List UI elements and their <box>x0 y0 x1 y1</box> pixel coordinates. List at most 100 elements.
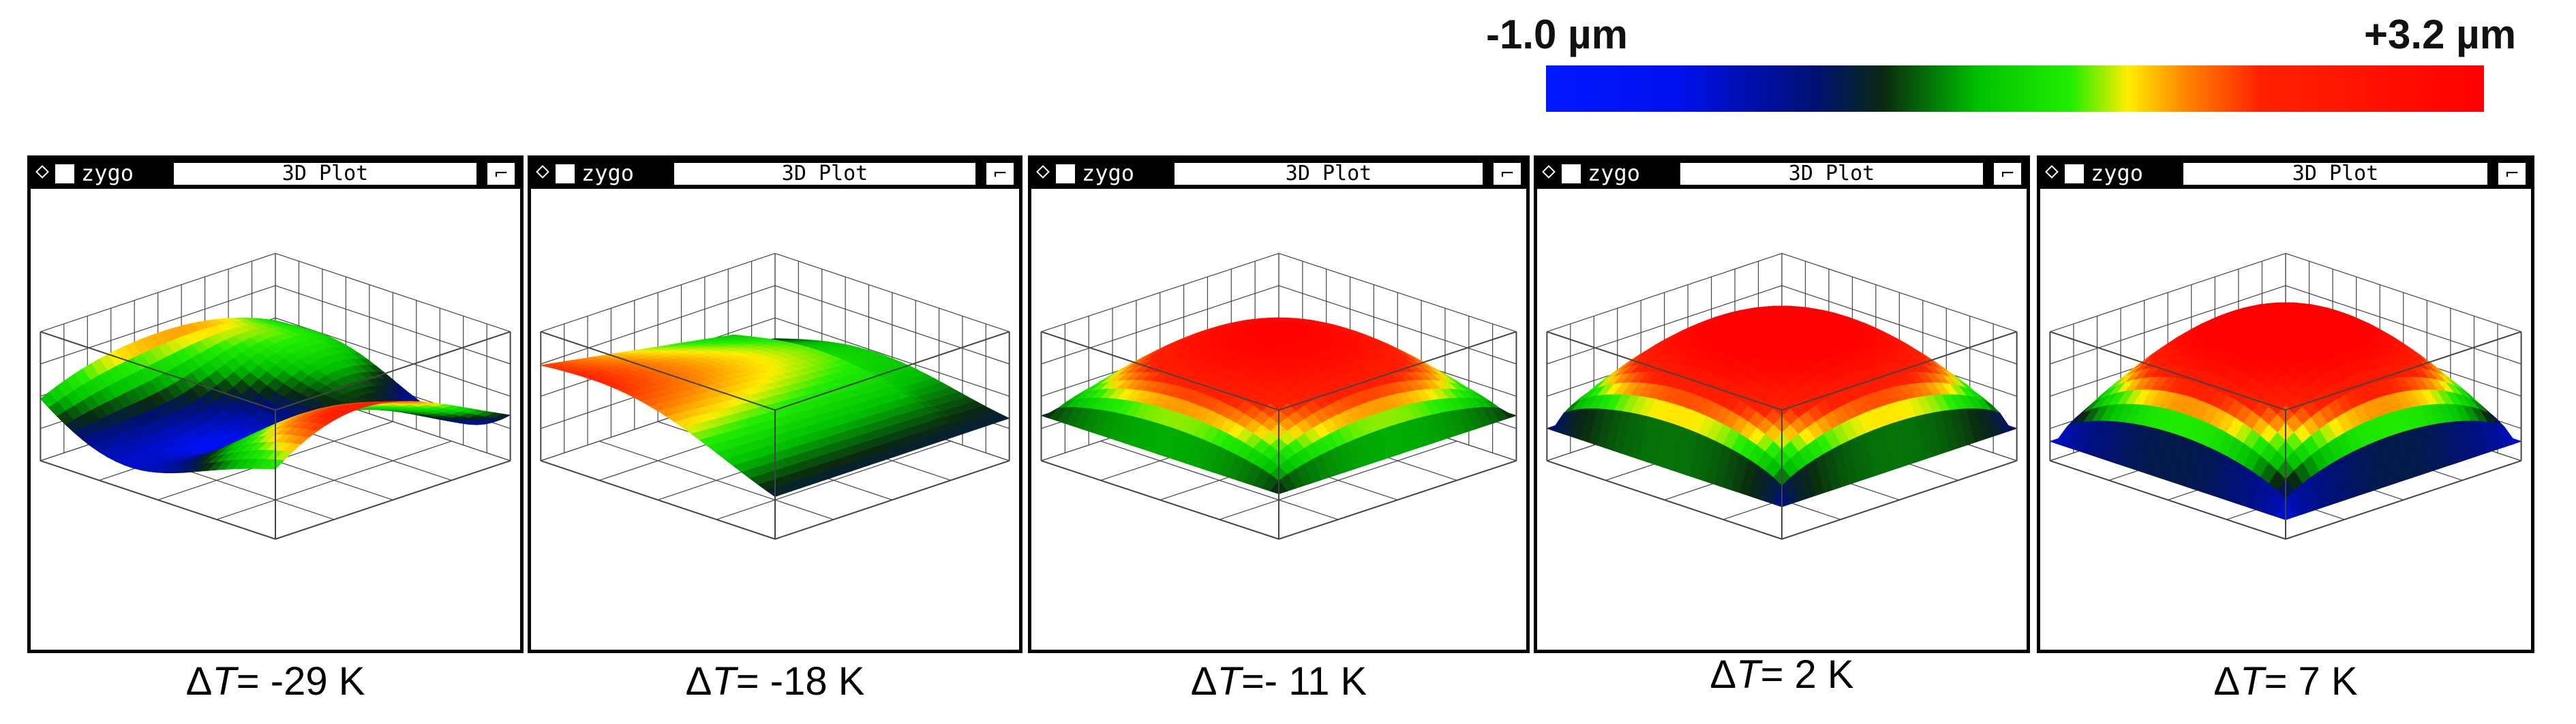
box-edge <box>2050 459 2286 540</box>
surface-plot-1 <box>40 253 511 540</box>
colorbar-min-label: -1.0 µm <box>1486 12 1628 57</box>
height-surface <box>1546 305 2018 507</box>
diamond-icon[interactable] <box>1036 165 1050 179</box>
box-edge <box>1278 459 1517 540</box>
temperature-variable: T <box>712 659 736 704</box>
box-edge <box>2285 459 2521 540</box>
back-wall-gridline <box>2285 285 2521 365</box>
back-wall-gridline <box>1781 285 2017 365</box>
box-edge <box>1278 331 1517 411</box>
floor-gridline <box>216 440 452 520</box>
window-title: 3D Plot <box>1175 163 1483 185</box>
box-edge <box>1547 459 1783 540</box>
pin-tool-icon[interactable]: ⌐ <box>1994 163 2021 185</box>
brand-label: zygo <box>81 160 134 186</box>
box-edge <box>40 331 276 411</box>
back-wall-gridline <box>774 253 1010 333</box>
pin-tool-icon[interactable]: ⌐ <box>2498 163 2526 185</box>
diamond-icon[interactable] <box>35 165 49 179</box>
delta-symbol: Δ <box>2213 659 2241 704</box>
box-edge <box>2050 331 2286 411</box>
back-wall-gridline <box>40 253 276 333</box>
plot-panel-1: zygo 3D Plot ⌐ <box>27 155 524 653</box>
diamond-icon[interactable] <box>2045 165 2059 179</box>
height-surface <box>2049 302 2522 520</box>
back-wall-gridline <box>275 253 511 333</box>
back-wall-gridline <box>2050 253 2286 333</box>
colorbar <box>1546 65 2484 112</box>
window-menu-button[interactable] <box>1056 164 1075 183</box>
pin-tool-icon[interactable]: ⌐ <box>986 163 1014 185</box>
delta-t-value: =- 11 K <box>1241 659 1367 704</box>
brand-label: zygo <box>2091 160 2144 186</box>
back-wall-gridline <box>541 253 776 333</box>
box-edge <box>541 459 776 540</box>
window-titlebar: zygo 3D Plot ⌐ <box>2040 159 2531 189</box>
back-wall-gridline <box>1278 253 1517 333</box>
back-wall-gridline <box>1547 285 1783 365</box>
floor-gridline <box>716 440 951 520</box>
window-title: 3D Plot <box>174 163 476 185</box>
back-wall-gridline <box>1041 285 1279 365</box>
caption-panel-2: ΔT= -18 K <box>528 659 1022 713</box>
diamond-icon[interactable] <box>536 165 549 179</box>
delta-t-value: = -29 K <box>236 659 365 704</box>
pin-tool-icon[interactable]: ⌐ <box>487 163 515 185</box>
plot-panel-3: zygo 3D Plot ⌐ <box>1028 155 1530 653</box>
window-title: 3D Plot <box>1680 163 1983 185</box>
colorbar-max-label: +3.2 µm <box>2364 12 2517 57</box>
temperature-variable: T <box>2240 659 2264 704</box>
brand-label: zygo <box>1082 160 1135 186</box>
back-wall-gridline <box>1041 253 1279 333</box>
delta-t-value: = -18 K <box>736 659 865 704</box>
floor-gridline <box>599 440 834 520</box>
delta-symbol: Δ <box>1710 652 1737 697</box>
back-wall-gridline <box>1547 253 1783 333</box>
box-edge <box>1781 331 2017 411</box>
delta-t-value: = 7 K <box>2264 659 2358 704</box>
height-surface <box>1040 317 1517 494</box>
back-wall-gridline <box>774 285 1010 365</box>
window-menu-button[interactable] <box>1562 164 1581 183</box>
window-menu-button[interactable] <box>2065 164 2084 183</box>
surface-plot-3 <box>1040 253 1517 540</box>
back-wall-gridline <box>774 317 1010 397</box>
box-edge <box>774 459 1010 540</box>
box-edge <box>275 459 511 540</box>
surface-plot-2 <box>540 253 1010 540</box>
window-menu-button[interactable] <box>556 164 575 183</box>
window-titlebar: zygo 3D Plot ⌐ <box>31 159 520 189</box>
box-edge <box>275 331 511 411</box>
back-wall-gridline <box>1278 285 1517 365</box>
temperature-variable: T <box>1736 652 1761 697</box>
plot-panel-2: zygo 3D Plot ⌐ <box>528 155 1022 653</box>
plot-panel-4: zygo 3D Plot ⌐ <box>1534 155 2030 653</box>
pin-tool-icon[interactable]: ⌐ <box>1494 163 1521 185</box>
diamond-icon[interactable] <box>1542 165 1556 179</box>
surface-plot-5 <box>2049 253 2522 540</box>
box-edge <box>2285 331 2521 411</box>
window-titlebar: zygo 3D Plot ⌐ <box>1031 159 1526 189</box>
caption-panel-5: ΔT= 7 K <box>2037 659 2534 713</box>
window-menu-button[interactable] <box>55 164 74 183</box>
brand-label: zygo <box>1588 160 1641 186</box>
box-edge <box>774 331 1010 411</box>
window-title: 3D Plot <box>674 163 975 185</box>
back-wall-gridline <box>2050 285 2286 365</box>
back-wall-gridline <box>2285 253 2521 333</box>
box-edge <box>1041 459 1279 540</box>
floor-gridline <box>1100 440 1339 520</box>
back-wall-gridline <box>40 285 276 365</box>
back-wall-gridline <box>541 285 776 365</box>
box-edge <box>40 459 276 540</box>
delta-symbol: Δ <box>185 659 213 704</box>
delta-symbol: Δ <box>685 659 712 704</box>
temperature-variable: T <box>1217 659 1241 704</box>
caption-panel-3: ΔT=- 11 K <box>1028 659 1530 713</box>
box-edge <box>1041 331 1279 411</box>
delta-symbol: Δ <box>1190 659 1217 704</box>
height-surface <box>541 334 1010 497</box>
window-titlebar: zygo 3D Plot ⌐ <box>531 159 1019 189</box>
plot-panel-5: zygo 3D Plot ⌐ <box>2037 155 2534 653</box>
window-titlebar: zygo 3D Plot ⌐ <box>1537 159 2027 189</box>
